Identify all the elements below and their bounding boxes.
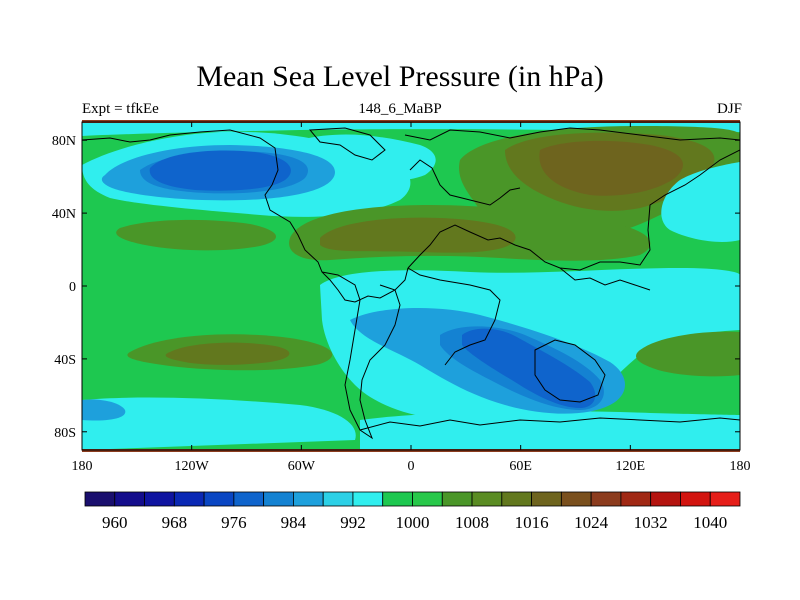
y-tick-label: 80S (54, 426, 76, 441)
y-tick-label: 40N (52, 207, 76, 222)
coastline-eurasia (407, 149, 740, 271)
colorbar-swatch (531, 491, 562, 507)
field-olive-sindian (636, 331, 740, 377)
field-cyan-atlantic (300, 134, 436, 181)
colorbar-label: 976 (221, 513, 247, 532)
field-brown-asia-2 (539, 140, 683, 196)
colorbar-swatch (322, 491, 354, 507)
field-olive-npacific (116, 219, 277, 251)
coastline-australia (534, 339, 606, 403)
colorbar-swatch (501, 491, 532, 507)
y-tick-label: 40S (54, 353, 76, 368)
colorbar-swatch (709, 491, 741, 507)
colorbar: 960 968 976 984 992 1000 1008 1016 1024 1032 1040 (84, 491, 741, 532)
colorbar-swatch (382, 491, 413, 507)
y-tick-label: 0 (69, 280, 76, 295)
colorbar-swatch (203, 491, 235, 507)
x-tick-label: 120E (616, 459, 646, 474)
coastline-africa (407, 267, 501, 366)
run-id-label: 148_6_MaBP (358, 101, 442, 117)
colorbar-swatch (412, 491, 443, 507)
coastline-south-america (321, 271, 401, 440)
x-tick-label: 60W (288, 459, 316, 474)
coastline-north-america (82, 129, 409, 303)
field-cyan-asia-east (661, 162, 740, 242)
colorbar-label: 968 (162, 513, 188, 532)
colorbar-swatch (590, 491, 622, 507)
experiment-label: Expt = tfkEe (82, 101, 159, 117)
colorbar-label: 1016 (515, 513, 549, 532)
colorbar-label: 1000 (396, 513, 430, 532)
contour-field (82, 122, 740, 450)
x-tick-label: 0 (408, 459, 415, 474)
coastlines (82, 127, 740, 440)
colorbar-swatch (114, 491, 145, 507)
colorbar-swatch (233, 491, 265, 507)
colorbar-swatch (352, 491, 384, 507)
colorbar-label: 1024 (574, 513, 609, 532)
y-tick-label: 80N (52, 134, 76, 149)
field-cyan-arctic (82, 122, 740, 136)
colorbar-swatch (560, 491, 592, 507)
x-tick-label: 60E (509, 459, 532, 474)
colorbar-swatch (263, 491, 294, 507)
field-cyan-south (360, 411, 740, 450)
colorbar-swatch (680, 491, 711, 507)
colorbar-label: 1040 (693, 513, 727, 532)
colorbar-label: 992 (340, 513, 366, 532)
colorbar-swatch (441, 491, 473, 507)
colorbar-swatch (144, 491, 175, 507)
field-cyan-lower (82, 397, 356, 450)
field-blue-aus-inner (462, 328, 596, 408)
coastline-antarctica (359, 417, 740, 431)
coastline-asia-south (559, 267, 651, 291)
x-tick-label: 180 (72, 459, 93, 474)
colorbar-swatch (471, 491, 503, 507)
x-tick-label: 120W (175, 459, 210, 474)
field-brown-atlantic (320, 217, 516, 253)
colorbar-label: 984 (281, 513, 307, 532)
coastline-europe-north (409, 159, 521, 206)
field-brown-spacific (165, 342, 290, 365)
colorbar-label: 1008 (455, 513, 489, 532)
season-label: DJF (716, 101, 742, 117)
colorbar-swatch (84, 491, 116, 507)
coastline-greenland (308, 127, 386, 161)
colorbar-swatch (293, 491, 324, 507)
chart-title: Mean Sea Level Pressure (in hPa) (196, 60, 604, 93)
colorbar-label: 960 (102, 513, 128, 532)
coastline-arctic (404, 127, 740, 141)
colorbar-swatch (650, 491, 681, 507)
colorbar-label: 1032 (634, 513, 668, 532)
axes: 180 120W 60W 0 60E 120E 180 80N 40N 0 40S 80S (52, 122, 751, 474)
field-blue-sw (82, 399, 126, 421)
colorbar-swatch (620, 491, 652, 507)
colorbar-swatch (173, 491, 205, 507)
x-tick-label: 180 (730, 459, 751, 474)
field-blue-inner (149, 150, 291, 191)
